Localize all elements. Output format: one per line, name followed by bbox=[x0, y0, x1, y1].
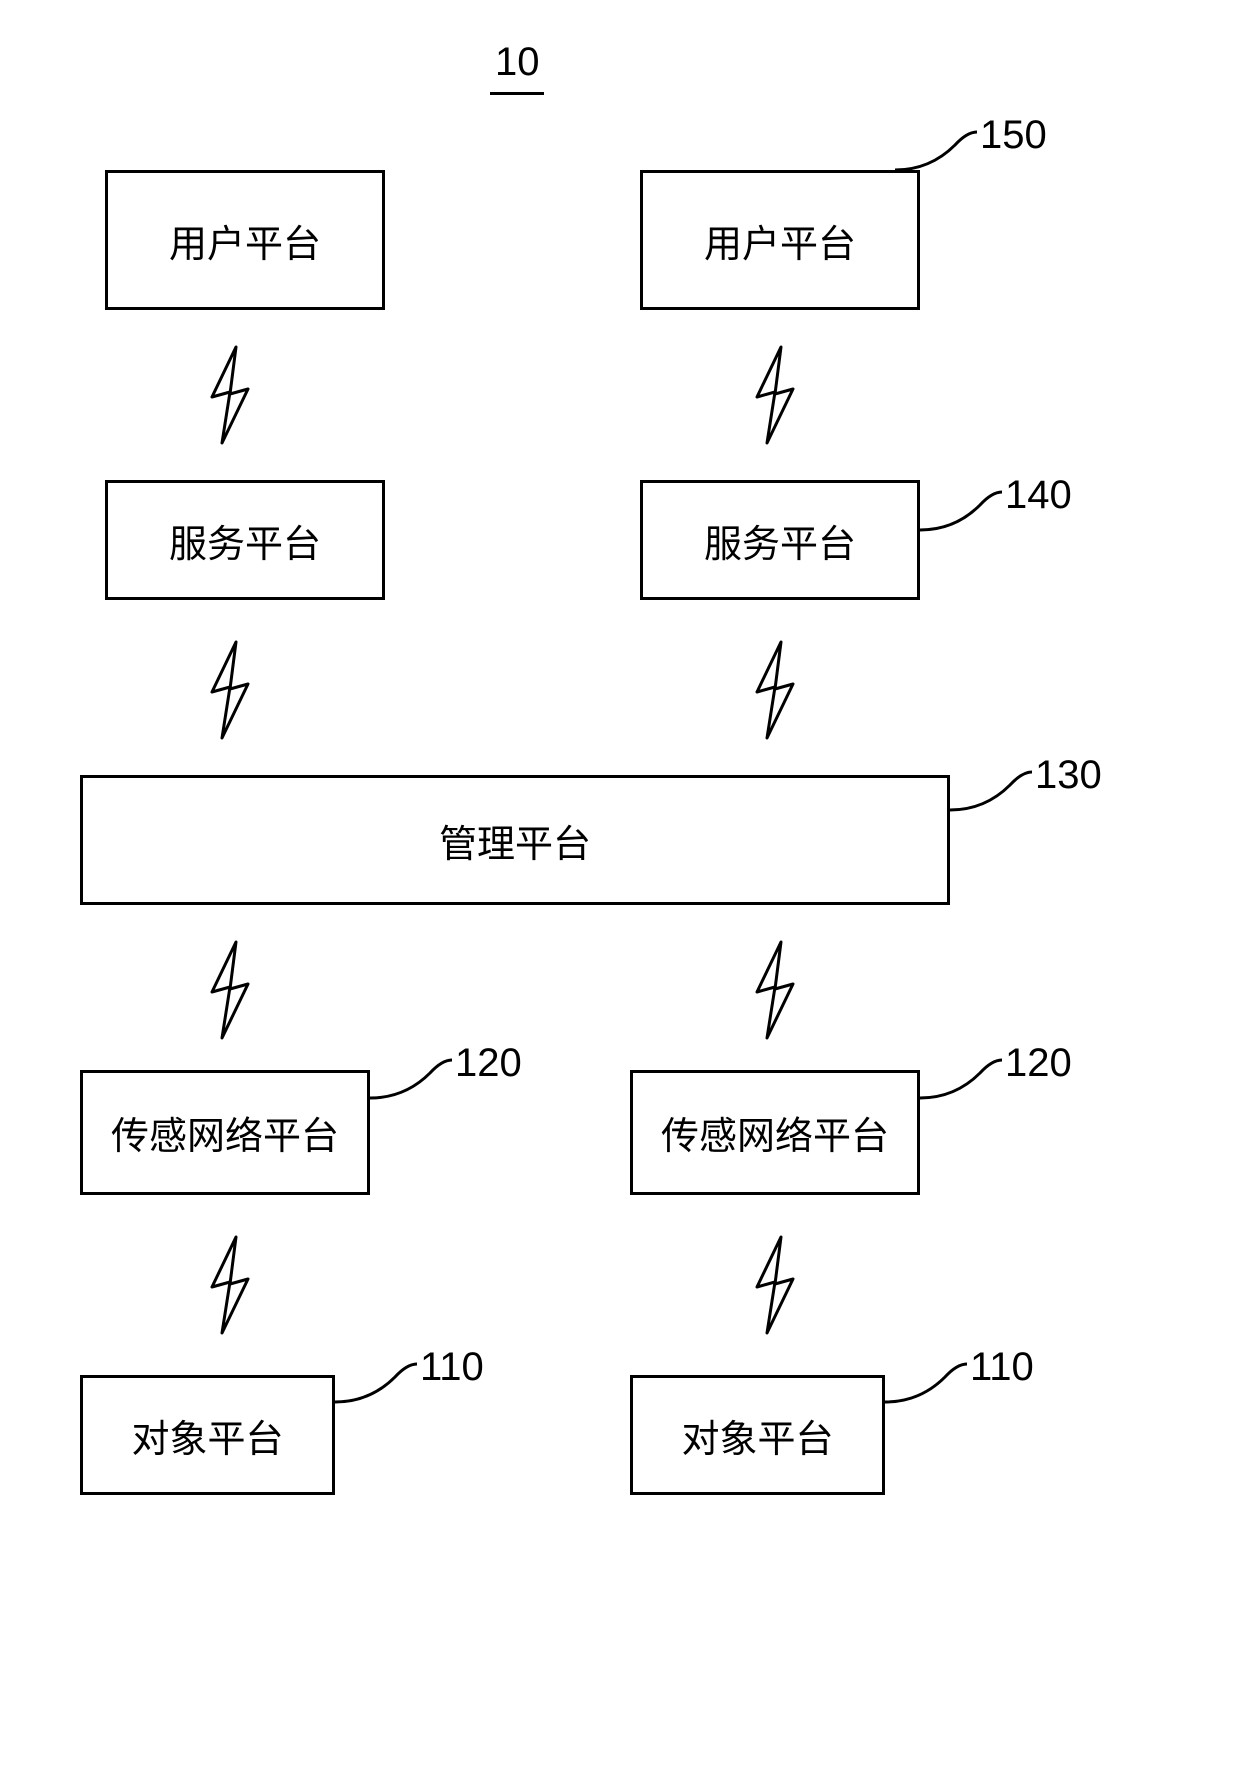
node-label: 服务平台 bbox=[704, 513, 856, 568]
reference-number: 130 bbox=[1035, 753, 1102, 798]
leader-line bbox=[920, 480, 1010, 540]
node-service-left: 服务平台 bbox=[105, 480, 385, 600]
node-label: 对象平台 bbox=[681, 1408, 833, 1463]
node-sensor-right: 传感网络平台 bbox=[630, 1070, 920, 1195]
node-label: 用户平台 bbox=[169, 213, 321, 268]
leader-line bbox=[895, 120, 985, 180]
reference-number: 110 bbox=[420, 1345, 484, 1390]
node-user-left: 用户平台 bbox=[105, 170, 385, 310]
bolt-icon bbox=[745, 1235, 805, 1335]
node-service-right: 服务平台 bbox=[640, 480, 920, 600]
bolt-icon bbox=[200, 640, 260, 740]
bolt-icon bbox=[745, 940, 805, 1040]
bolt-icon bbox=[745, 640, 805, 740]
node-label: 服务平台 bbox=[169, 513, 321, 568]
leader-line bbox=[335, 1352, 425, 1412]
figure-number-underline bbox=[490, 92, 544, 95]
leader-line bbox=[950, 760, 1040, 820]
leader-line bbox=[920, 1048, 1010, 1108]
node-label: 用户平台 bbox=[704, 213, 856, 268]
bolt-icon bbox=[200, 345, 260, 445]
node-sensor-left: 传感网络平台 bbox=[80, 1070, 370, 1195]
node-label: 传感网络平台 bbox=[661, 1105, 889, 1160]
node-management: 管理平台 bbox=[80, 775, 950, 905]
node-object-right: 对象平台 bbox=[630, 1375, 885, 1495]
reference-number: 120 bbox=[455, 1041, 522, 1086]
reference-number: 110 bbox=[970, 1345, 1034, 1390]
figure-number: 10 bbox=[495, 40, 540, 85]
reference-number: 120 bbox=[1005, 1041, 1072, 1086]
node-label: 传感网络平台 bbox=[111, 1105, 339, 1160]
node-object-left: 对象平台 bbox=[80, 1375, 335, 1495]
reference-number: 150 bbox=[980, 113, 1047, 158]
bolt-icon bbox=[200, 1235, 260, 1335]
leader-line bbox=[885, 1352, 975, 1412]
leader-line bbox=[370, 1048, 460, 1108]
reference-number: 140 bbox=[1005, 473, 1072, 518]
bolt-icon bbox=[745, 345, 805, 445]
node-user-right: 用户平台 bbox=[640, 170, 920, 310]
node-label: 对象平台 bbox=[131, 1408, 283, 1463]
node-label: 管理平台 bbox=[439, 813, 591, 868]
bolt-icon bbox=[200, 940, 260, 1040]
